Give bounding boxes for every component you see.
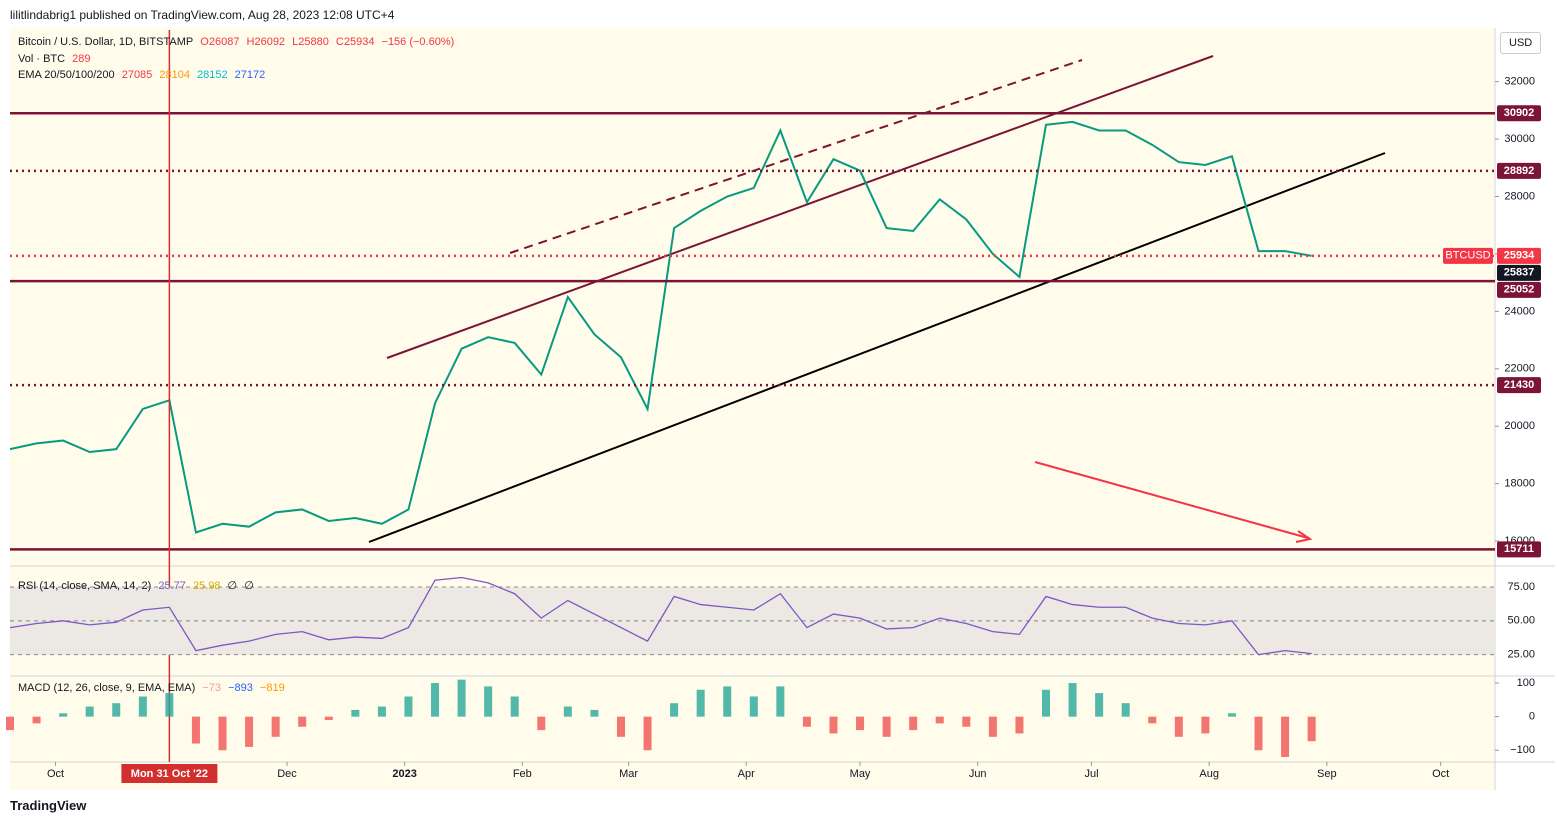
legend-ema: EMA 20/50/100/200 27085 28104 28152 2717… [18,69,269,81]
ema-value: 27172 [234,69,266,81]
ohlc: H26092 [246,36,286,48]
macd-value: −73 [202,682,222,694]
rsi-value: ∅ [244,580,254,592]
footer-logo: TradingView [10,798,87,813]
volume-title: Vol · BTC [18,53,66,65]
symbol: Bitcoin / U.S. Dollar, 1D, BITSTAMP [18,36,194,48]
macd-value: −819 [259,682,285,694]
legend-rsi: RSI (14, close, SMA, 14, 2) 25.77 25.98 … [18,579,258,592]
currency-button[interactable]: USD [1500,32,1542,54]
ema-title: EMA 20/50/100/200 [18,69,115,81]
macd-title: MACD (12, 26, close, 9, EMA, EMA) [18,682,196,694]
legend-macd: MACD (12, 26, close, 9, EMA, EMA) −73 −8… [18,682,289,694]
publisher: lilitlindabrig1 published on TradingView… [10,8,395,22]
ohlc: C25934 [335,36,375,48]
ema-value: 28104 [159,69,190,81]
ema-value: 28152 [197,69,228,81]
rsi-title: RSI (14, close, SMA, 14, 2) [18,580,152,592]
legend-main: Bitcoin / U.S. Dollar, 1D, BITSTAMP O260… [18,36,458,48]
volume: 289 [72,53,91,65]
macd-value: −893 [228,682,253,694]
change: −156 (−0.60%) [381,36,455,48]
legend-volume: Vol · BTC 289 [18,53,95,65]
ohlc: L25880 [292,36,329,48]
rsi-value: 25.77 [158,580,186,592]
rsi-value: 25.98 [192,580,221,592]
ohlc: O26087 [200,36,240,48]
rsi-value: ∅ [227,580,238,592]
ema-value: 27085 [121,69,153,81]
